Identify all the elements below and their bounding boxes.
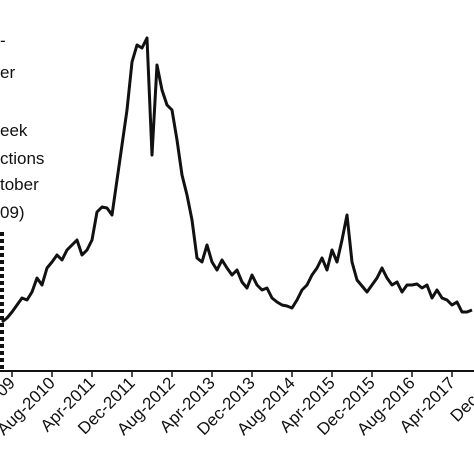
annotation: eek xyxy=(0,121,28,140)
annotation: - xyxy=(0,31,6,50)
annotation: ctions xyxy=(0,149,44,168)
data-line xyxy=(1,36,473,324)
annotation: tober xyxy=(0,175,39,194)
annotation: 09) xyxy=(0,203,25,222)
annotation: er xyxy=(0,63,15,82)
x-tick-label: 09 xyxy=(0,373,19,400)
